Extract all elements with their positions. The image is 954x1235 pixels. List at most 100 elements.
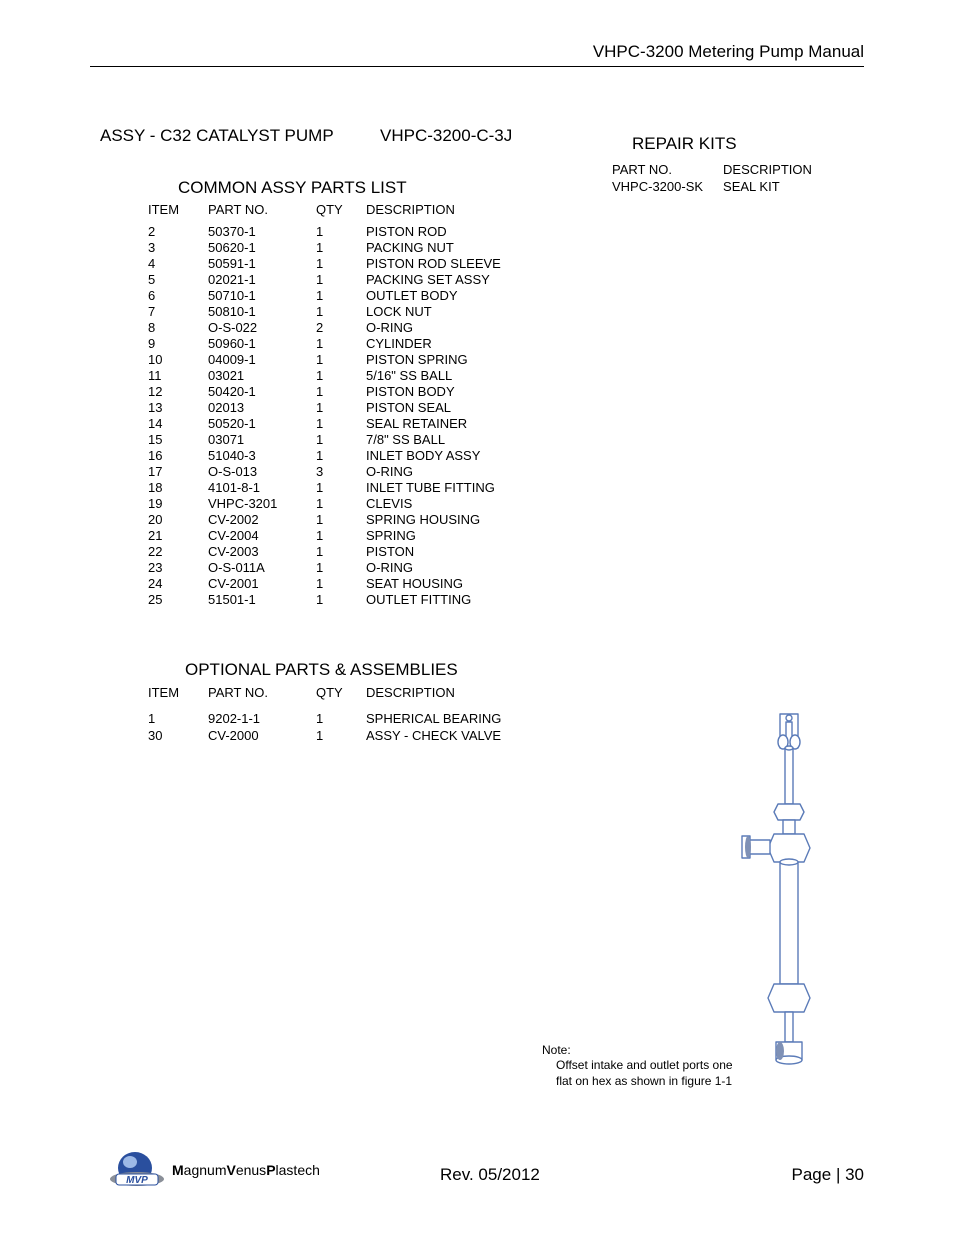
revision-date: Rev. 05/2012 (440, 1165, 540, 1185)
header-rule (90, 66, 864, 67)
cell: SPRING HOUSING (366, 511, 501, 527)
cell: SPHERICAL BEARING (366, 710, 501, 727)
table-row: 150307117/8" SS BALL (148, 431, 501, 447)
company-name: MagnumVenusPlastech (172, 1162, 320, 1178)
col-header-desc: DESCRIPTION (366, 685, 501, 710)
cell: 5 (148, 271, 208, 287)
table-row: 22CV-20031PISTON (148, 543, 501, 559)
cell: CV-2002 (208, 511, 316, 527)
cell: 9202-1-1 (208, 710, 316, 727)
repair-kits-table: PART NO. DESCRIPTION VHPC-3200-SK SEAL K… (610, 160, 832, 196)
cell: 03021 (208, 367, 316, 383)
cell: 50370-1 (208, 223, 316, 239)
table-row: 20CV-20021SPRING HOUSING (148, 511, 501, 527)
table-row: 8O-S-0222O-RING (148, 319, 501, 335)
optional-parts-table: ITEM PART NO. QTY DESCRIPTION 19202-1-11… (148, 685, 501, 744)
cell: 6 (148, 287, 208, 303)
cell: 2 (148, 223, 208, 239)
cell: CLEVIS (366, 495, 501, 511)
cell: 1 (316, 223, 366, 239)
cell: O-RING (366, 319, 501, 335)
table-row: 650710-11OUTLET BODY (148, 287, 501, 303)
cell: PISTON ROD (366, 223, 501, 239)
cell: INLET TUBE FITTING (366, 479, 501, 495)
table-row: 24CV-20011SEAT HOUSING (148, 575, 501, 591)
cell: INLET BODY ASSY (366, 447, 501, 463)
assy-title: ASSY - C32 CATALYST PUMP (100, 126, 334, 146)
cell: 1 (316, 447, 366, 463)
table-row: 110302115/16" SS BALL (148, 367, 501, 383)
cell: 1 (316, 383, 366, 399)
cell: 1 (316, 367, 366, 383)
cell: 1 (316, 431, 366, 447)
table-row: 21CV-20041SPRING (148, 527, 501, 543)
common-parts-table: ITEM PART NO. QTY DESCRIPTION 250370-11P… (148, 202, 501, 607)
manual-title: VHPC-3200 Metering Pump Manual (593, 42, 864, 62)
cell: 11 (148, 367, 208, 383)
cell: 50591-1 (208, 255, 316, 271)
cell: 25 (148, 591, 208, 607)
svg-text:MVP: MVP (126, 1175, 148, 1186)
cell: 4101-8-1 (208, 479, 316, 495)
repair-kits-title: REPAIR KITS (632, 134, 737, 154)
table-header-row: ITEM PART NO. QTY DESCRIPTION (148, 685, 501, 710)
cell: 1 (316, 495, 366, 511)
common-parts-title: COMMON ASSY PARTS LIST (178, 178, 407, 198)
cell: OUTLET FITTING (366, 591, 501, 607)
cell: VHPC-3201 (208, 495, 316, 511)
cell: 8 (148, 319, 208, 335)
col-header-qty: QTY (316, 202, 366, 223)
table-row: 30CV-20001ASSY - CHECK VALVE (148, 727, 501, 744)
cell: 50520-1 (208, 415, 316, 431)
cell-description: SEAL KIT (723, 179, 830, 194)
cell: 20 (148, 511, 208, 527)
table-row: 502021-11PACKING SET ASSY (148, 271, 501, 287)
table-row: 350620-11PACKING NUT (148, 239, 501, 255)
cell: 22 (148, 543, 208, 559)
cell: 1 (316, 303, 366, 319)
cell: 1 (316, 543, 366, 559)
cell: 1 (316, 399, 366, 415)
cell: 50710-1 (208, 287, 316, 303)
cell: 1 (148, 710, 208, 727)
cell: 1 (316, 335, 366, 351)
cell: 51040-3 (208, 447, 316, 463)
cell: 15 (148, 431, 208, 447)
page-number: Page | 30 (792, 1165, 864, 1185)
cell: 17 (148, 463, 208, 479)
table-row: 2551501-11OUTLET FITTING (148, 591, 501, 607)
table-row: 1250420-11PISTON BODY (148, 383, 501, 399)
cell: 10 (148, 351, 208, 367)
cell: CV-2000 (208, 727, 316, 744)
cell: 13 (148, 399, 208, 415)
cell: 18 (148, 479, 208, 495)
col-header-desc: DESCRIPTION (366, 202, 501, 223)
cell: 3 (148, 239, 208, 255)
cell: 50620-1 (208, 239, 316, 255)
table-row: 1450520-11SEAL RETAINER (148, 415, 501, 431)
table-row: 450591-11PISTON ROD SLEEVE (148, 255, 501, 271)
cell: O-S-011A (208, 559, 316, 575)
cell: PISTON BODY (366, 383, 501, 399)
cell: O-RING (366, 559, 501, 575)
cell: 1 (316, 559, 366, 575)
cell: 1 (316, 239, 366, 255)
table-row: 13020131PISTON SEAL (148, 399, 501, 415)
cell: 04009-1 (208, 351, 316, 367)
cell: 1 (316, 351, 366, 367)
cell: 1 (316, 727, 366, 744)
cell: 1 (316, 271, 366, 287)
table-row: 19VHPC-32011CLEVIS (148, 495, 501, 511)
cell: PACKING NUT (366, 239, 501, 255)
cell: 21 (148, 527, 208, 543)
table-row: 23O-S-011A1O-RING (148, 559, 501, 575)
cell: 16 (148, 447, 208, 463)
cell: O-RING (366, 463, 501, 479)
cell: 5/16" SS BALL (366, 367, 501, 383)
table-header-row: ITEM PART NO. QTY DESCRIPTION (148, 202, 501, 223)
cell: 1 (316, 710, 366, 727)
company-logo: MVP MagnumVenusPlastech (110, 1149, 320, 1191)
footer: MVP MagnumVenusPlastech Rev. 05/2012 Pag… (110, 1135, 864, 1195)
cell: 3 (316, 463, 366, 479)
cell: 14 (148, 415, 208, 431)
